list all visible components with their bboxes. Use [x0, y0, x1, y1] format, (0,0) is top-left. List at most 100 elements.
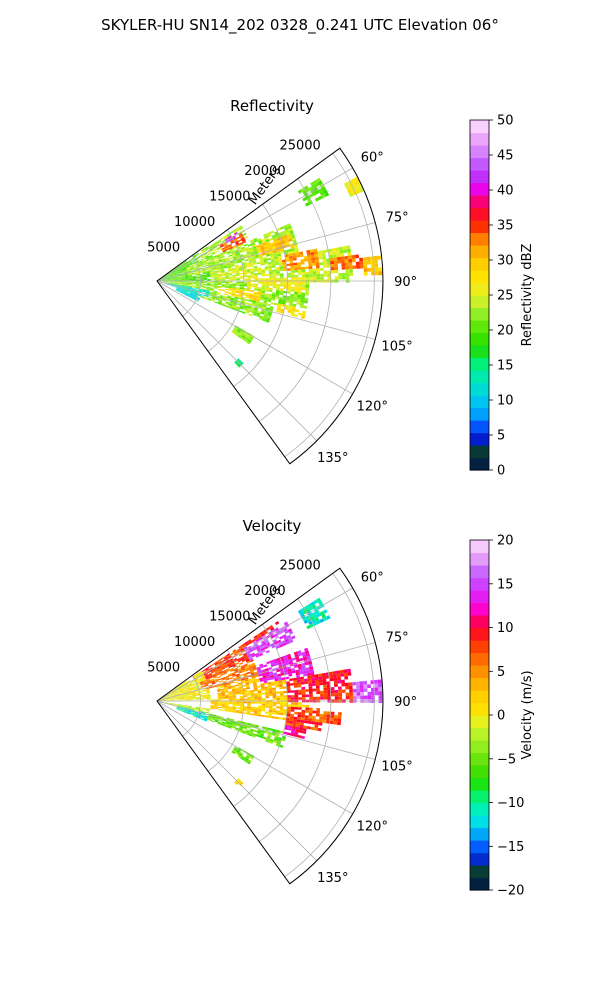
data-cell — [194, 688, 199, 691]
data-cell — [217, 289, 222, 291]
data-cell — [271, 263, 276, 266]
data-cell — [230, 263, 235, 266]
data-cell — [237, 748, 241, 752]
data-cell — [231, 267, 236, 270]
data-cell — [311, 260, 316, 264]
data-cell — [377, 679, 382, 684]
data-cell — [239, 706, 244, 708]
data-cell — [251, 654, 256, 658]
data-cell — [252, 680, 257, 684]
data-cell — [225, 246, 230, 250]
data-cell — [300, 717, 305, 721]
data-cell — [286, 233, 291, 238]
data-cell — [182, 686, 186, 689]
data-cell — [210, 708, 214, 710]
data-cell — [201, 249, 206, 253]
data-cell — [269, 702, 273, 704]
data-cell — [173, 285, 177, 288]
data-cell — [175, 269, 179, 272]
data-cell — [228, 674, 233, 677]
data-cell — [308, 710, 313, 714]
data-cell — [239, 234, 244, 238]
data-cell — [176, 693, 181, 696]
data-cell — [225, 248, 230, 251]
data-cell — [166, 281, 171, 283]
data-cell — [206, 251, 211, 254]
data-cell — [211, 252, 216, 255]
data-cell — [191, 710, 195, 713]
data-cell — [193, 266, 198, 268]
data-cell — [185, 282, 189, 283]
data-cell — [291, 670, 296, 674]
data-cell — [214, 274, 218, 276]
data-cell — [290, 713, 295, 717]
data-cell — [185, 278, 189, 280]
data-cell — [315, 713, 320, 717]
colorbar-tick-label: 20 — [497, 534, 514, 549]
data-cell — [261, 285, 266, 288]
data-cell — [163, 278, 167, 280]
data-cell — [250, 308, 254, 312]
data-cell — [213, 290, 218, 293]
data-cell — [196, 281, 200, 283]
data-cell — [258, 694, 262, 697]
figure-title: SKYLER-HU SN14_202 0328_0.241 UTC Elevat… — [101, 16, 499, 34]
data-cell — [259, 301, 264, 305]
data-cell — [172, 272, 177, 275]
data-cell — [268, 267, 273, 271]
data-cell — [290, 690, 295, 693]
data-cell — [311, 677, 316, 681]
data-cell — [236, 724, 240, 727]
data-cell — [232, 749, 237, 753]
data-cell — [159, 700, 164, 701]
data-cell — [190, 267, 195, 270]
data-cell — [275, 235, 280, 239]
data-cell — [240, 330, 245, 334]
data-cell — [190, 258, 194, 261]
data-cell — [268, 709, 273, 713]
data-cell — [337, 680, 342, 684]
data-cell — [209, 289, 214, 292]
data-cell — [336, 253, 341, 258]
theta-tick-label: 60° — [361, 571, 384, 586]
data-cell — [294, 269, 299, 273]
data-cell — [257, 248, 261, 252]
data-cell — [243, 278, 248, 281]
data-cell — [237, 260, 242, 264]
data-cell — [232, 254, 237, 258]
grid-spoke — [156, 587, 353, 702]
data-cell — [299, 657, 304, 662]
data-cell — [253, 309, 258, 313]
data-cell — [259, 677, 264, 681]
data-cell — [218, 702, 222, 704]
data-cell — [246, 712, 251, 715]
data-cell — [172, 272, 177, 275]
data-cell — [297, 264, 302, 268]
data-cell — [336, 250, 341, 255]
data-cell — [281, 677, 286, 681]
data-cell — [188, 282, 193, 284]
data-cell — [192, 284, 196, 286]
data-cell — [225, 678, 230, 681]
data-cell — [219, 718, 223, 721]
data-cell — [225, 697, 229, 700]
data-cell — [316, 597, 322, 603]
data-cell — [252, 640, 257, 645]
data-cell — [267, 299, 272, 303]
colorbar-swatch — [470, 332, 489, 346]
data-cell — [169, 274, 173, 276]
data-cell — [294, 697, 299, 700]
data-cell — [232, 284, 237, 286]
data-cell — [188, 705, 193, 707]
data-cell — [231, 292, 236, 295]
data-cell — [166, 284, 170, 286]
data-cell — [217, 275, 222, 278]
data-cell — [239, 226, 244, 230]
data-cell — [247, 275, 251, 278]
data-cell — [173, 273, 177, 275]
data-cell — [206, 288, 211, 290]
data-cell — [340, 253, 345, 257]
data-cell — [176, 707, 181, 709]
data-cell — [266, 677, 271, 681]
data-cell — [177, 281, 182, 283]
